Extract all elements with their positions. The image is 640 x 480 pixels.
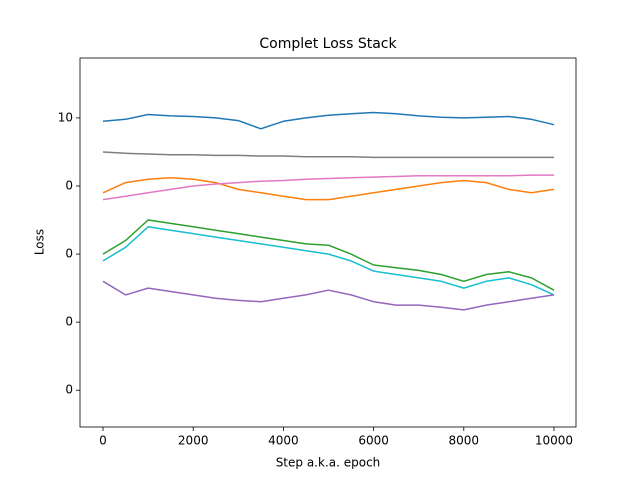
- x-tick-label: 0: [99, 434, 107, 448]
- x-tick-label: 2000: [178, 434, 209, 448]
- y-axis-label: Loss: [33, 229, 47, 255]
- chart-title: Complet Loss Stack: [259, 36, 397, 52]
- x-tick-label: 10000: [535, 434, 573, 448]
- y-tick-label: 10: [58, 110, 73, 124]
- plot-area: [102, 111, 555, 311]
- axes-frame: [79, 57, 577, 428]
- series-line: [102, 177, 555, 201]
- x-tick-label: 4000: [268, 434, 299, 448]
- series-line: [102, 174, 554, 201]
- y-tick-label: 0: [65, 247, 73, 261]
- y-tick-label: 0: [65, 178, 73, 192]
- x-tick-label: 8000: [449, 434, 480, 448]
- y-tick-label: 0: [65, 383, 73, 397]
- series-line: [102, 151, 554, 159]
- series-line: [102, 111, 555, 130]
- series-line: [102, 219, 555, 291]
- x-tick-label: 6000: [358, 434, 389, 448]
- x-axis-label: Step a.k.a. epoch: [276, 456, 381, 470]
- series-line: [102, 226, 555, 296]
- y-tick-label: 0: [65, 315, 73, 329]
- series-line: [102, 280, 555, 311]
